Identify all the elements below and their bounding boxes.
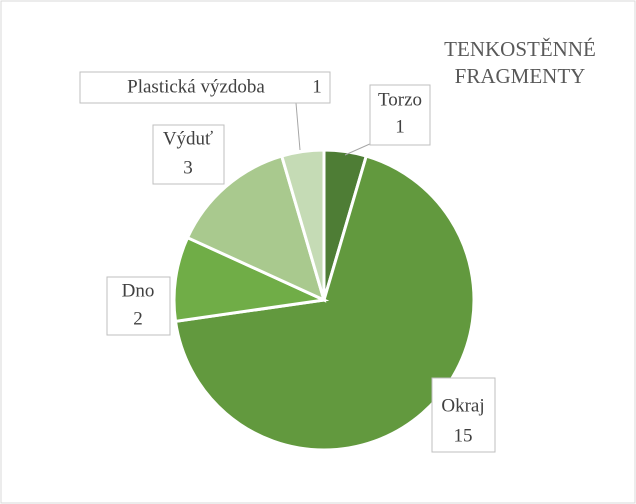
data-label-value: 15 xyxy=(454,425,473,446)
label-box xyxy=(369,84,431,146)
leader-line xyxy=(344,142,373,156)
data-label-name: Dno xyxy=(122,280,155,301)
data-label-value: 2 xyxy=(133,308,143,329)
pie-slice xyxy=(172,235,330,324)
data-label-name: Výduť xyxy=(163,128,213,149)
leader-line xyxy=(295,102,301,151)
label-box xyxy=(79,71,331,104)
pie-slice xyxy=(173,154,476,452)
data-label-name: Okraj xyxy=(441,395,484,416)
data-label-value: 1 xyxy=(312,76,322,97)
chart-title: TENKOSTĚNNÉ FRAGMENTY xyxy=(444,37,596,88)
data-label-value: 3 xyxy=(183,157,193,178)
data-label-name: Plastická výzdoba xyxy=(127,76,265,97)
label-box xyxy=(106,276,171,336)
data-label-name: Torzo xyxy=(378,89,422,110)
pie-slice xyxy=(185,154,327,303)
pie-slice xyxy=(279,148,326,301)
data-label-value: 1 xyxy=(395,116,405,137)
label-box xyxy=(431,377,496,453)
label-box xyxy=(152,124,225,185)
